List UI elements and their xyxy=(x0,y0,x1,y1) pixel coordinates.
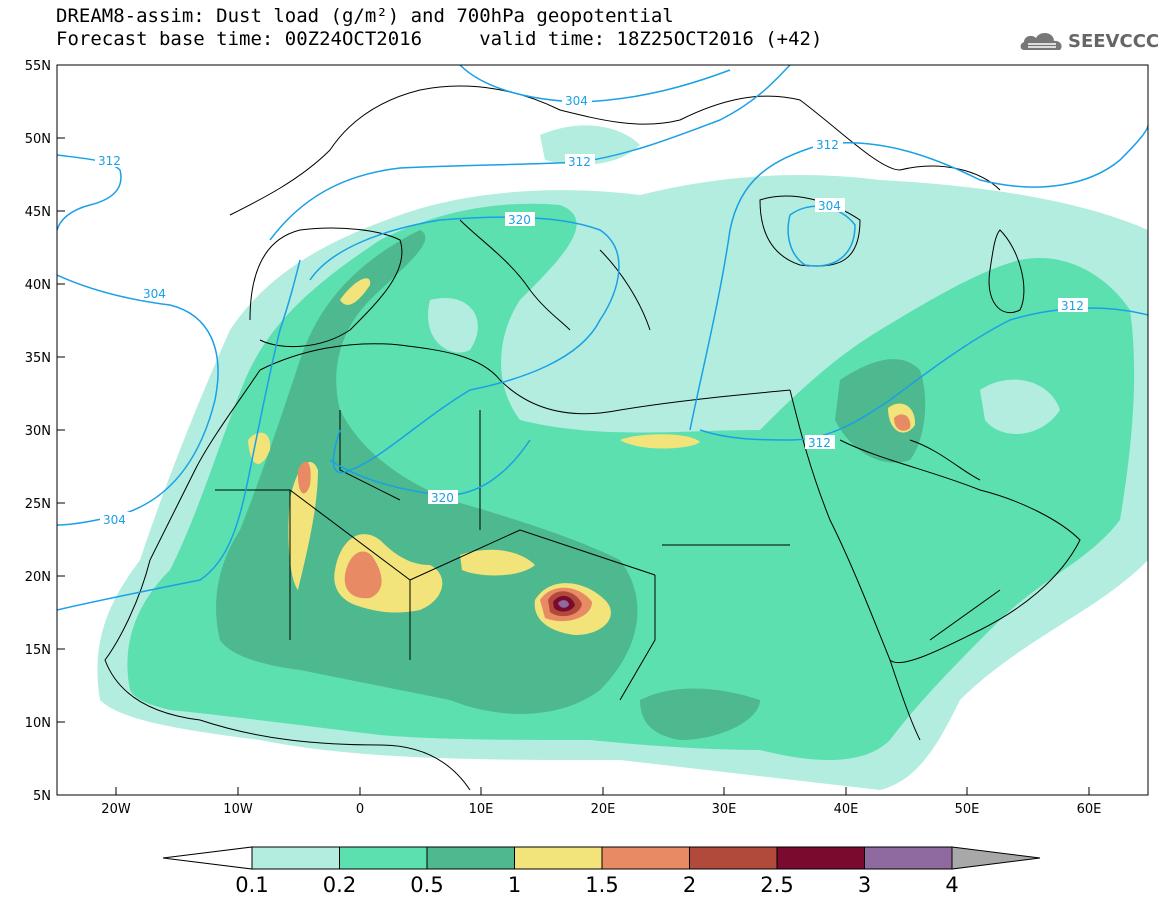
coast-greece xyxy=(599,249,651,331)
contour-label: 304 xyxy=(143,287,166,301)
contour-304-north xyxy=(459,65,731,103)
coast-italy xyxy=(459,219,571,331)
contour-label: 320 xyxy=(508,213,531,227)
colorbar-swatch xyxy=(776,846,865,870)
border-3 xyxy=(409,529,656,581)
colorbar-low-arrow xyxy=(162,846,253,870)
colorbar-label: 3 xyxy=(858,873,871,897)
contour-label: 304 xyxy=(818,199,841,213)
lat-label: 20N xyxy=(25,570,51,585)
lat-label: 5N xyxy=(33,789,51,804)
lat-label: 25N xyxy=(25,497,51,512)
dust-area-1h xyxy=(340,278,371,305)
lat-label: 15N xyxy=(25,643,51,658)
contour-312-east xyxy=(689,124,1148,431)
contour-label: 312 xyxy=(1061,299,1084,313)
colorbar-swatch xyxy=(864,846,953,870)
map-title: DREAM8-assim: Dust load (g/m²) and 700hP… xyxy=(56,5,674,27)
dust-area-dense xyxy=(216,230,638,714)
lon-axis xyxy=(115,787,1090,795)
contour-label: 312 xyxy=(816,138,839,152)
coast-gulf-guinea xyxy=(199,719,471,791)
lon-label: 50E xyxy=(955,802,980,817)
coast-gulf xyxy=(909,439,981,481)
colorbar-swatch xyxy=(514,846,603,870)
logo-text: SEEVCCC xyxy=(1068,31,1160,52)
lon-labels: 20W 10W 0 10E 20E 30E 40E 50E 60E xyxy=(101,802,1101,817)
colorbar-swatch xyxy=(426,846,515,870)
contour-label: 320 xyxy=(431,491,454,505)
contour-label: 312 xyxy=(568,155,591,169)
dust-area-1f xyxy=(620,434,700,449)
dust-area-medium-hole2 xyxy=(428,298,478,353)
dust-area-1-5d xyxy=(297,461,311,494)
colorbar-label: 1.5 xyxy=(585,873,618,897)
colorbar-swatch xyxy=(601,846,690,870)
lon-label: 60E xyxy=(1077,802,1102,817)
colorbar-label: 2 xyxy=(683,873,696,897)
lon-label: 20E xyxy=(591,802,616,817)
dust-area-dense-east xyxy=(835,359,926,463)
colorbar-label: 1 xyxy=(508,873,521,897)
country-borders xyxy=(104,85,1081,791)
coast-caspian xyxy=(988,229,1025,313)
coast-africa-north xyxy=(259,343,791,415)
dust-area-dense-sahel xyxy=(640,688,760,740)
cloud-logo-icon xyxy=(1020,32,1062,50)
lat-label: 40N xyxy=(25,278,51,293)
lon-label: 10W xyxy=(223,802,253,817)
lon-label: 20W xyxy=(101,802,131,817)
lon-label: 30E xyxy=(712,802,737,817)
contour-312-west xyxy=(57,259,301,611)
lat-label: 30N xyxy=(25,424,51,439)
contour-label: 312 xyxy=(808,436,831,450)
lon-label: 0 xyxy=(356,802,364,817)
colorbar-swatch xyxy=(339,846,428,870)
coast-blacksea xyxy=(759,195,861,267)
colorbar-label: 2.5 xyxy=(760,873,793,897)
contour-312-north xyxy=(57,154,122,231)
colorbar-label: 0.1 xyxy=(235,873,268,897)
lat-axis xyxy=(57,64,65,796)
lat-label: 50N xyxy=(25,132,51,147)
lat-label: 45N xyxy=(25,205,51,220)
colorbar-high-arrow xyxy=(951,846,1041,870)
coast-iberia xyxy=(249,227,403,348)
lat-label: 55N xyxy=(25,59,51,74)
dust-area-medium-hole1 xyxy=(980,379,1060,434)
coast-arabia xyxy=(839,439,1081,664)
lat-label: 10N xyxy=(25,716,51,731)
lon-label: 40E xyxy=(834,802,859,817)
map-subtitle: Forecast base time: 00Z24OCT2016 valid t… xyxy=(56,28,823,50)
dust-area-1-5 xyxy=(344,551,382,599)
contour-label: 312 xyxy=(98,154,121,168)
dust-area-1b xyxy=(460,549,535,576)
dust-field xyxy=(97,125,1148,790)
lat-label: 35N xyxy=(25,351,51,366)
border-4 xyxy=(619,575,656,701)
coast-redsea xyxy=(789,389,921,741)
coast-europe xyxy=(229,85,1001,216)
lon-label: 10E xyxy=(469,802,494,817)
colorbar-swatch xyxy=(251,846,340,870)
border-7 xyxy=(929,589,1001,641)
colorbar-label: 0.5 xyxy=(410,873,443,897)
contour-label: 304 xyxy=(565,94,588,108)
coast-africa-west xyxy=(104,369,261,721)
lat-labels: 55N 50N 45N 40N 35N 30N 25N 20N 15N 10N … xyxy=(25,59,51,804)
contour-320 xyxy=(309,216,620,474)
colorbar-label: 0.2 xyxy=(323,873,356,897)
colorbar: 0.1 0.2 0.5 1 1.5 2 2.5 3 4 xyxy=(162,846,1041,897)
contour-label: 304 xyxy=(103,513,126,527)
dust-area-1-5c xyxy=(894,414,911,431)
colorbar-label: 4 xyxy=(945,873,958,897)
dust-area-3 xyxy=(558,600,569,608)
contour-labels: 304 312 312 312 320 304 312 304 312 320 … xyxy=(95,93,1088,527)
colorbar-swatch xyxy=(689,846,778,870)
